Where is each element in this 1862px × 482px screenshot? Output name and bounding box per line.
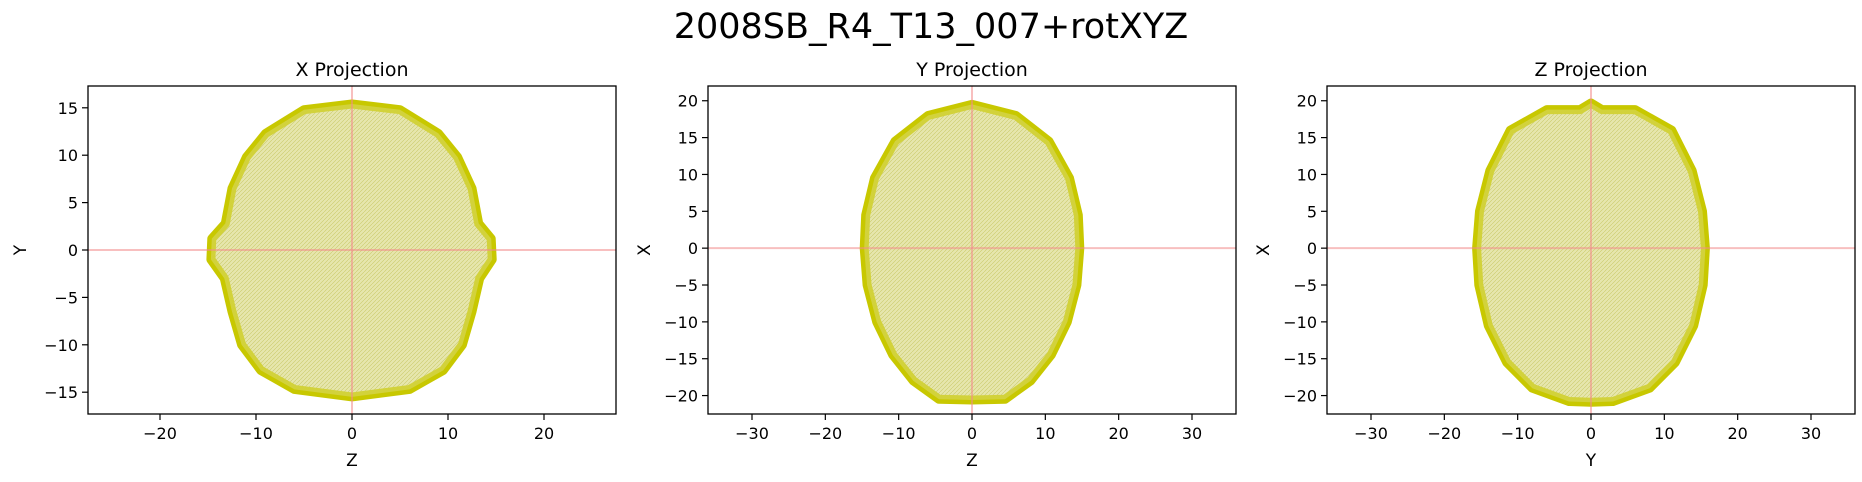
y-tick-label: 5 <box>688 202 698 221</box>
panel-title: Y Projection <box>915 59 1028 81</box>
x-tick-label: −10 <box>239 424 273 443</box>
figure-title: 2008SB_R4_T13_007+rotXYZ <box>674 7 1189 47</box>
x-tick-label: 30 <box>1801 424 1821 443</box>
panel-3: −30 −20 −10 0 10 20 30 −20 −15 −10 −5 0 5 10 15 20 Z Pro… <box>1254 59 1856 471</box>
panel-title: X Projection <box>295 59 408 81</box>
y-tick-label: 10 <box>1297 165 1317 184</box>
y-tick-label: 0 <box>688 239 698 258</box>
y-tick-label: 0 <box>1307 239 1317 258</box>
y-tick-label: 20 <box>1297 92 1317 111</box>
y-tick-label: 10 <box>58 146 78 165</box>
x-tick-label: 30 <box>1182 424 1202 443</box>
x-tick-label: −30 <box>735 424 769 443</box>
y-tick-label: −10 <box>44 336 78 355</box>
x-tick-label: 10 <box>438 424 458 443</box>
y-tick-label: −10 <box>664 313 698 332</box>
plot-area <box>88 86 616 414</box>
y-tick-label: −20 <box>1283 387 1317 406</box>
y-tick-label: −20 <box>664 387 698 406</box>
y-tick-label: 5 <box>1307 202 1317 221</box>
x-tick-label: −10 <box>882 424 916 443</box>
x-tick-label: 10 <box>1035 424 1055 443</box>
x-tick-label: −20 <box>808 424 842 443</box>
x-tick-label: 0 <box>347 424 357 443</box>
y-axis-label: X <box>1254 244 1274 256</box>
y-tick-label: 0 <box>68 241 78 260</box>
x-tick-label: 0 <box>1586 424 1596 443</box>
x-axis-label: Z <box>346 451 358 471</box>
panel-2: −30 −20 −10 0 10 20 30 −20 −15 −10 −5 0 5 10 15 20 Y Pro… <box>635 59 1237 471</box>
y-tick-label: −15 <box>1283 350 1317 369</box>
x-tick-label: −30 <box>1354 424 1388 443</box>
y-tick-label: 20 <box>678 92 698 111</box>
x-tick-label: 20 <box>1727 424 1747 443</box>
y-tick-label: 5 <box>68 194 78 213</box>
panel-1: −20 −10 0 10 20 −15 −10 −5 0 5 10 15 X Projection Z Y <box>11 59 617 471</box>
panel-title: Z Projection <box>1534 59 1647 81</box>
plot-area <box>1327 86 1855 414</box>
y-tick-label: 15 <box>678 129 698 148</box>
x-tick-label: −10 <box>1501 424 1535 443</box>
y-tick-label: −10 <box>1283 313 1317 332</box>
x-tick-label: 20 <box>534 424 554 443</box>
x-tick-label: 0 <box>967 424 977 443</box>
y-tick-label: 10 <box>678 165 698 184</box>
x-axis-label: Z <box>966 451 978 471</box>
x-tick-label: −20 <box>1427 424 1461 443</box>
y-axis-label: Y <box>11 244 31 256</box>
y-tick-label: −5 <box>674 276 698 295</box>
x-axis-label: Y <box>1585 451 1597 471</box>
x-tick-label: 20 <box>1108 424 1128 443</box>
y-tick-label: 15 <box>1297 129 1317 148</box>
y-tick-label: −15 <box>664 350 698 369</box>
y-axis-label: X <box>635 244 655 256</box>
x-tick-label: 10 <box>1654 424 1674 443</box>
x-tick-label: −20 <box>143 424 177 443</box>
y-tick-label: −5 <box>54 288 78 307</box>
plot-area <box>708 86 1236 414</box>
y-tick-label: 15 <box>58 99 78 118</box>
y-tick-label: −5 <box>1293 276 1317 295</box>
y-tick-label: −15 <box>44 383 78 402</box>
